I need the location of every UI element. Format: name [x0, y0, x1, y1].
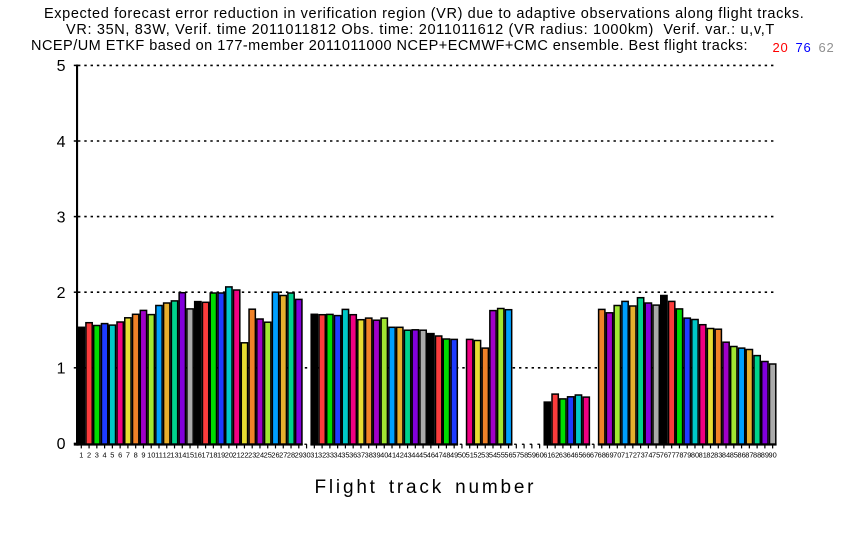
svg-text:87: 87	[745, 450, 753, 459]
svg-text:66: 66	[582, 450, 590, 459]
svg-text:25: 25	[264, 450, 272, 459]
svg-text:64: 64	[567, 450, 575, 459]
svg-text:48: 48	[442, 450, 450, 459]
svg-text:43: 43	[403, 450, 411, 459]
svg-text:26: 26	[271, 450, 279, 459]
svg-text:51: 51	[466, 450, 474, 459]
svg-text:85: 85	[730, 450, 738, 459]
svg-text:38: 38	[365, 450, 373, 459]
svg-text:22: 22	[240, 450, 248, 459]
svg-text:21: 21	[233, 450, 241, 459]
svg-text:2: 2	[87, 450, 91, 459]
svg-text:44: 44	[411, 450, 419, 459]
svg-text:17: 17	[201, 450, 209, 459]
svg-text:3: 3	[95, 450, 99, 459]
svg-text:84: 84	[722, 450, 730, 459]
svg-text:34: 34	[334, 450, 342, 459]
svg-text:74: 74	[644, 450, 652, 459]
svg-text:37: 37	[357, 450, 365, 459]
svg-text:7: 7	[126, 450, 130, 459]
svg-text:30: 30	[302, 450, 310, 459]
svg-text:77: 77	[668, 450, 676, 459]
svg-text:1: 1	[79, 450, 83, 459]
svg-text:32: 32	[318, 450, 326, 459]
svg-text:31: 31	[310, 450, 318, 459]
svg-text:4: 4	[103, 450, 107, 459]
svg-text:33: 33	[326, 450, 334, 459]
svg-text:71: 71	[621, 450, 629, 459]
svg-text:10: 10	[147, 450, 155, 459]
svg-text:57: 57	[512, 450, 520, 459]
svg-text:14: 14	[178, 450, 186, 459]
svg-text:49: 49	[450, 450, 458, 459]
svg-text:23: 23	[248, 450, 256, 459]
svg-text:0: 0	[57, 436, 66, 453]
svg-text:12: 12	[163, 450, 171, 459]
svg-text:76: 76	[660, 450, 668, 459]
svg-text:46: 46	[427, 450, 435, 459]
svg-text:78: 78	[675, 450, 683, 459]
svg-text:56: 56	[504, 450, 512, 459]
svg-text:5: 5	[57, 58, 66, 75]
svg-text:20: 20	[225, 450, 233, 459]
svg-text:59: 59	[528, 450, 536, 459]
svg-text:47: 47	[435, 450, 443, 459]
svg-text:89: 89	[761, 450, 769, 459]
svg-text:40: 40	[380, 450, 388, 459]
svg-text:60: 60	[535, 450, 543, 459]
svg-text:75: 75	[652, 450, 660, 459]
svg-text:82: 82	[706, 450, 714, 459]
svg-text:16: 16	[194, 450, 202, 459]
svg-text:86: 86	[737, 450, 745, 459]
svg-text:83: 83	[714, 450, 722, 459]
svg-text:67: 67	[590, 450, 598, 459]
svg-text:3: 3	[57, 209, 66, 226]
svg-text:18: 18	[209, 450, 217, 459]
svg-text:8: 8	[134, 450, 138, 459]
svg-text:65: 65	[574, 450, 582, 459]
svg-text:45: 45	[419, 450, 427, 459]
svg-text:81: 81	[699, 450, 707, 459]
svg-text:72: 72	[629, 450, 637, 459]
svg-text:27: 27	[279, 450, 287, 459]
svg-text:62: 62	[551, 450, 559, 459]
svg-text:53: 53	[481, 450, 489, 459]
svg-text:19: 19	[217, 450, 225, 459]
svg-text:41: 41	[388, 450, 396, 459]
svg-text:55: 55	[497, 450, 505, 459]
svg-text:61: 61	[543, 450, 551, 459]
svg-text:79: 79	[683, 450, 691, 459]
svg-text:50: 50	[458, 450, 466, 459]
svg-text:68: 68	[598, 450, 606, 459]
svg-text:13: 13	[170, 450, 178, 459]
svg-text:2: 2	[57, 285, 66, 302]
svg-text:54: 54	[489, 450, 497, 459]
svg-text:35: 35	[341, 450, 349, 459]
svg-text:73: 73	[636, 450, 644, 459]
svg-text:88: 88	[753, 450, 761, 459]
svg-text:11: 11	[155, 450, 163, 459]
svg-text:9: 9	[141, 450, 145, 459]
svg-text:42: 42	[396, 450, 404, 459]
svg-text:36: 36	[349, 450, 357, 459]
svg-text:69: 69	[605, 450, 613, 459]
svg-text:1: 1	[57, 361, 66, 378]
svg-text:4: 4	[57, 134, 66, 151]
svg-text:24: 24	[256, 450, 264, 459]
svg-text:28: 28	[287, 450, 295, 459]
svg-text:58: 58	[520, 450, 528, 459]
svg-text:63: 63	[559, 450, 567, 459]
svg-text:52: 52	[473, 450, 481, 459]
svg-text:15: 15	[186, 450, 194, 459]
svg-text:90: 90	[769, 450, 777, 459]
svg-text:70: 70	[613, 450, 621, 459]
svg-text:5: 5	[110, 450, 114, 459]
svg-text:80: 80	[691, 450, 699, 459]
svg-text:6: 6	[118, 450, 122, 459]
svg-text:39: 39	[372, 450, 380, 459]
svg-text:29: 29	[295, 450, 303, 459]
